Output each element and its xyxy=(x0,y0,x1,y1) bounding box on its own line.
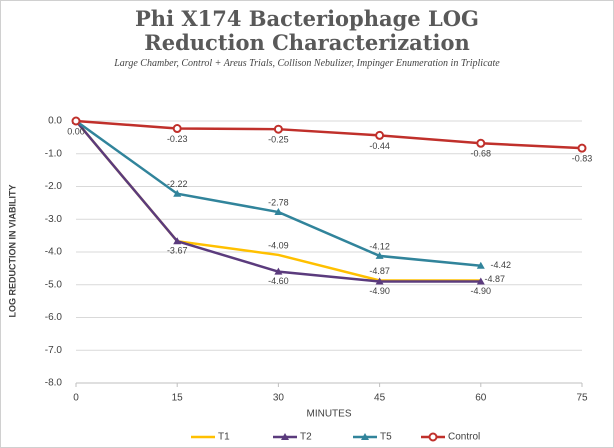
y-tick-label: -3.0 xyxy=(45,214,63,225)
x-tick-label: 75 xyxy=(576,393,588,404)
legend-label: Control xyxy=(448,432,480,443)
x-tick-label: 0 xyxy=(73,393,79,404)
y-tick-label: -1.0 xyxy=(45,148,63,159)
data-label: -4.12 xyxy=(369,241,390,251)
data-label: -0.83 xyxy=(572,154,593,164)
data-label: -3.67 xyxy=(167,246,188,256)
data-point xyxy=(274,208,283,216)
y-tick-label: -5.0 xyxy=(45,279,63,290)
x-tick-label: 45 xyxy=(374,393,386,404)
y-tick-label: -2.0 xyxy=(45,181,63,192)
chart-subtitle: Large Chamber, Control + Areus Trials, C… xyxy=(114,58,500,69)
legend-label: T2 xyxy=(300,432,312,443)
data-point xyxy=(476,277,485,285)
data-point xyxy=(172,124,182,134)
x-tick-label: 30 xyxy=(273,393,285,404)
data-point xyxy=(476,261,485,269)
y-tick-label: 0.0 xyxy=(48,116,62,127)
data-point xyxy=(273,124,283,134)
data-label: -0.23 xyxy=(167,134,188,144)
data-label: 0.00 xyxy=(67,126,85,136)
x-axis-label: MINUTES xyxy=(307,409,352,420)
data-label: -0.25 xyxy=(268,135,289,145)
data-label: -2.22 xyxy=(167,179,188,189)
y-tick-label: -4.0 xyxy=(45,247,63,258)
data-label: -4.90 xyxy=(369,286,390,296)
legend-marker xyxy=(428,432,438,442)
data-point xyxy=(577,143,587,153)
data-label: -2.78 xyxy=(268,197,289,207)
data-label: -0.68 xyxy=(471,149,492,159)
data-point xyxy=(375,130,385,140)
y-axis-label: LOG REDUCTION IN VIABILITY xyxy=(7,184,17,317)
data-label: -4.87 xyxy=(369,266,390,276)
data-point xyxy=(173,189,182,197)
data-point xyxy=(173,237,182,245)
data-label: -4.42 xyxy=(491,260,512,270)
x-tick-label: 60 xyxy=(475,393,487,404)
legend-marker xyxy=(281,433,289,440)
series-line xyxy=(75,119,583,150)
data-label: -4.09 xyxy=(268,240,289,250)
chart-title: Phi X174 Bacteriophage LOG Reduction Cha… xyxy=(135,6,479,55)
y-tick-label: -7.0 xyxy=(45,345,63,356)
data-label: -0.44 xyxy=(369,141,390,151)
data-point xyxy=(375,277,384,285)
data-label: -4.87 xyxy=(485,274,506,284)
legend-marker xyxy=(361,433,369,440)
data-point xyxy=(375,251,384,259)
data-point xyxy=(274,267,283,275)
data-label: -4.60 xyxy=(268,276,289,286)
y-tick-label: -6.0 xyxy=(45,312,63,323)
data-point xyxy=(476,138,486,148)
legend-label: T5 xyxy=(380,432,392,443)
legend-label: T1 xyxy=(218,432,230,443)
y-tick-label: -8.0 xyxy=(45,378,63,389)
data-point xyxy=(71,116,81,126)
x-tick-label: 15 xyxy=(172,393,184,404)
data-label: -4.90 xyxy=(471,286,492,296)
